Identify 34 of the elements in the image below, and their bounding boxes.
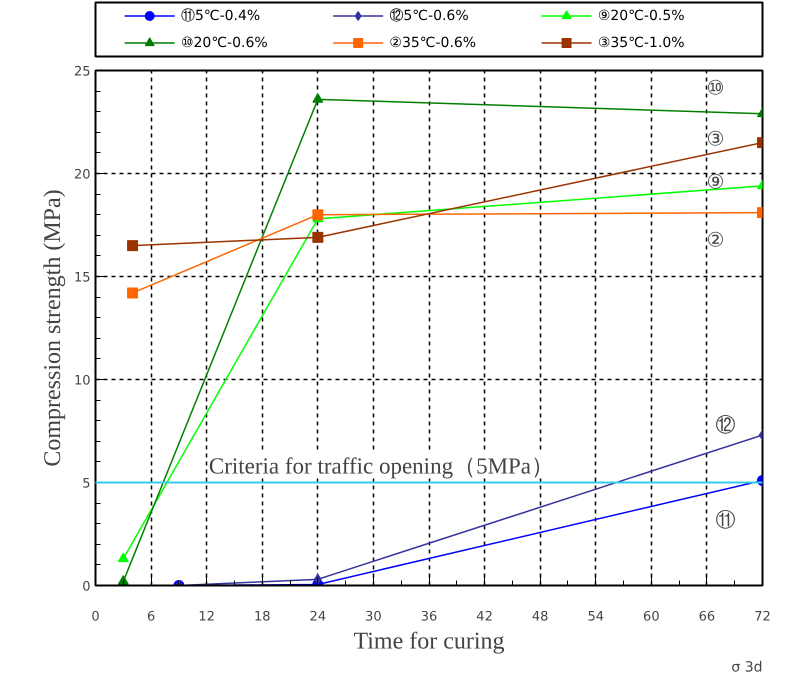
y-tick-label: 0: [82, 580, 91, 594]
annotation: ②: [706, 228, 724, 252]
y-tick-label: 10: [74, 374, 91, 388]
y-tick-label: 15: [74, 270, 91, 286]
annotation: ⑪: [716, 508, 736, 532]
x-tick-label: 42: [476, 610, 493, 624]
x-tick-label: 48: [532, 610, 548, 624]
x-tick-label: 60: [643, 610, 660, 624]
y-tick-label: 5: [82, 476, 91, 492]
x-tick-label: 6: [146, 610, 156, 624]
text: σ 3d: [731, 660, 763, 676]
annotation: ⑩: [706, 76, 724, 100]
legend-label: ⑨20℃-0.5%: [598, 8, 685, 24]
ref-line-label: Criteria for traffic opening（5MPa）: [208, 454, 554, 478]
x-tick-label: 24: [310, 610, 326, 624]
x-axis-title: Time for curing: [353, 628, 505, 654]
legend-label: ③35℃-1.0%: [598, 35, 685, 51]
x-tick-label: 72: [754, 610, 771, 624]
annotation: ⑨: [706, 170, 724, 194]
legend-label: ②35℃-0.6%: [389, 35, 476, 51]
x-tick-label: 54: [587, 610, 604, 624]
x-tick-label: 66: [698, 610, 716, 624]
y-tick-label: 25: [74, 64, 91, 80]
x-tick-label: 18: [254, 610, 271, 624]
legend-label: ⑪5℃-0.4%: [180, 8, 260, 24]
legend-label: ⑩20℃-0.6%: [180, 35, 268, 51]
x-tick-label: 36: [420, 610, 438, 624]
y-axis-title: Compression strength (MPa): [40, 189, 66, 467]
annotation: ⑫: [716, 412, 736, 436]
x-tick-label: 30: [365, 610, 382, 624]
legend-label: ⑫5℃-0.6%: [389, 8, 469, 24]
annotation: ③: [706, 126, 724, 150]
x-tick-label: 12: [198, 610, 215, 624]
y-tick-label: 20: [74, 168, 91, 182]
